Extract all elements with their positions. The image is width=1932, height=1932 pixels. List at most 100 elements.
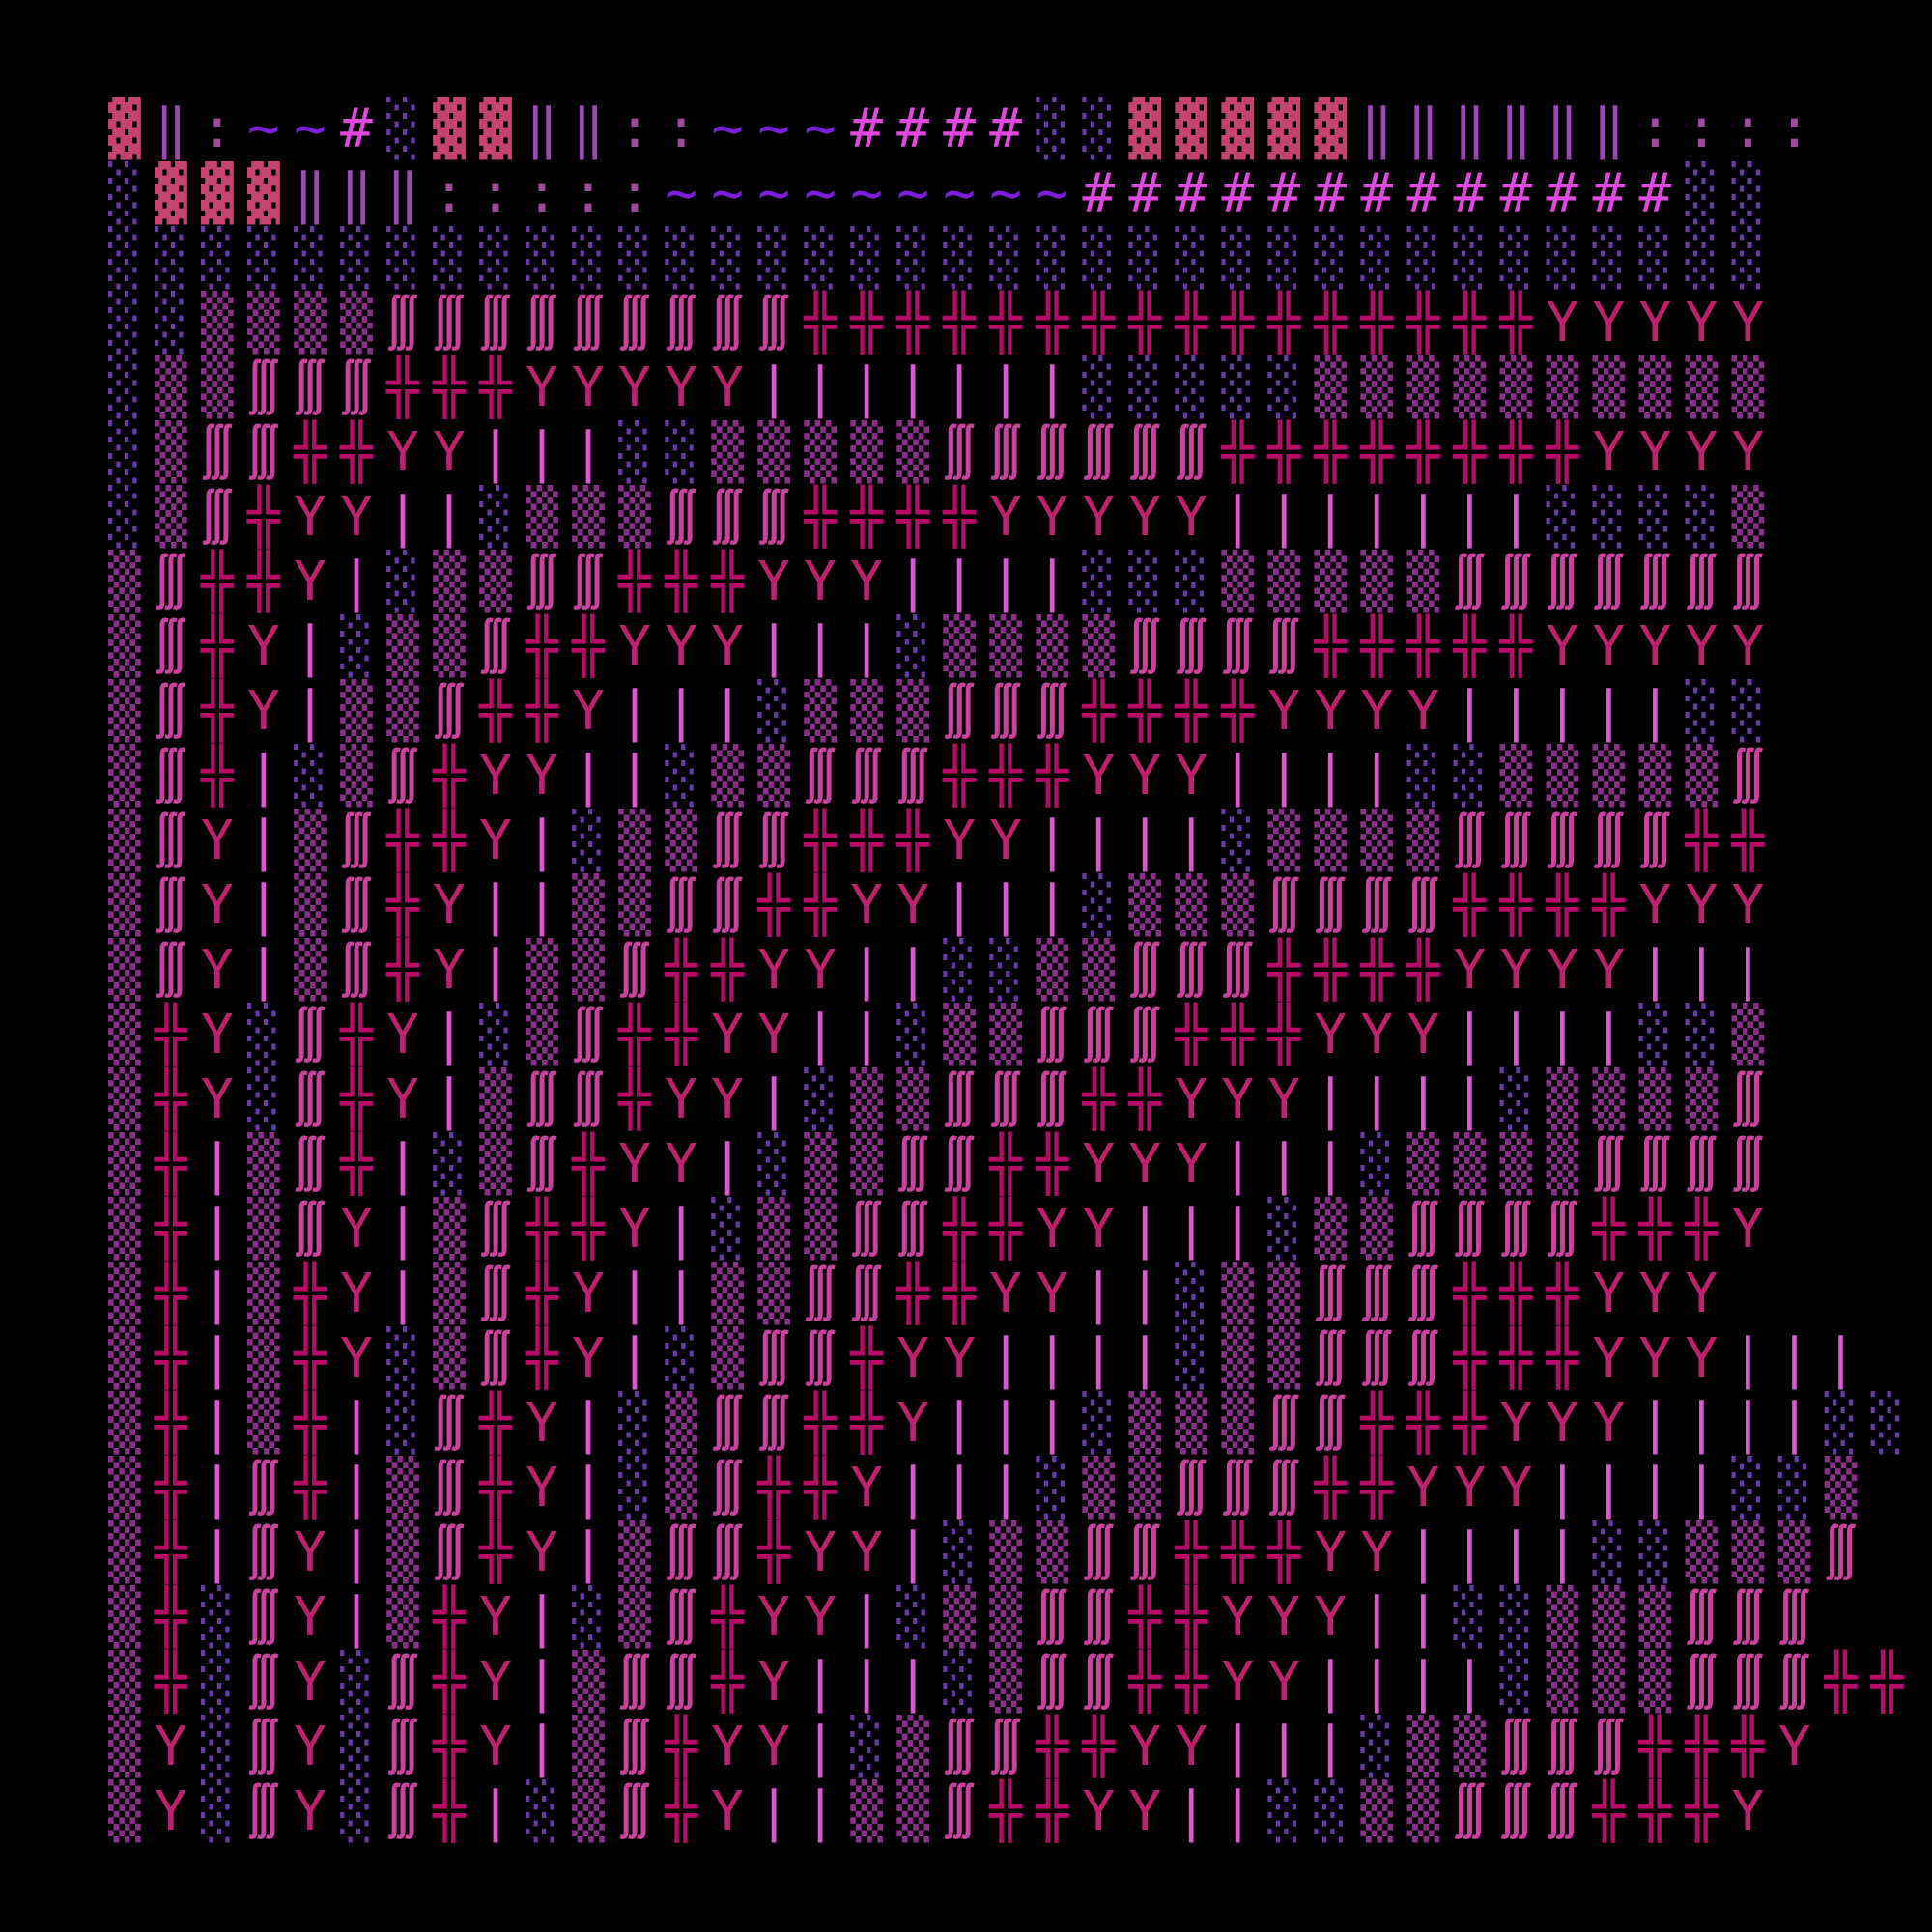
glyph-triple-integral: ∭ — [711, 292, 758, 355]
glyph-y-dot-above: Y — [340, 1263, 387, 1325]
glyph-dark-shade-block: ▓ — [1175, 98, 1222, 160]
glyph-box-double-cross: ╬ — [1685, 1780, 1732, 1843]
glyph-hash: # — [850, 98, 897, 160]
glyph-y-dot-above: Y — [1731, 874, 1778, 937]
glyph-medium-shade-block: ▒ — [989, 1004, 1037, 1066]
glyph-medium-shade-block: ▒ — [1592, 1586, 1639, 1649]
glyph-double-bar: ‖ — [1546, 98, 1593, 160]
glyph-y-dot-above: Y — [1175, 1133, 1222, 1196]
glyph-medium-shade-block: ▒ — [108, 680, 156, 743]
glyph-y-dot-above: Y — [711, 1780, 758, 1843]
glyph-pipe-pair: | — [1128, 1198, 1176, 1261]
glyph-medium-shade-block: ▒ — [155, 421, 202, 484]
glyph-triple-integral: ∭ — [1267, 874, 1315, 937]
glyph-pipe-pair: | — [526, 874, 573, 937]
glyph-light-shade-block: ░ — [665, 745, 712, 808]
glyph-light-shade-block: ░ — [433, 1133, 480, 1196]
glyph-box-double-cross: ╬ — [1499, 292, 1547, 355]
glyph-y-dot-above: Y — [433, 421, 480, 484]
glyph-y-dot-above: Y — [1036, 486, 1083, 549]
glyph-triple-integral: ∭ — [665, 874, 712, 937]
glyph-light-shade-block: ░ — [1638, 486, 1686, 549]
glyph-box-double-cross: ╬ — [294, 421, 341, 484]
glyph-medium-shade-block: ▒ — [618, 1521, 666, 1584]
glyph-light-shade-block: ░ — [618, 227, 666, 290]
glyph-pipe-pair: | — [572, 1521, 619, 1584]
glyph-triple-integral: ∭ — [618, 1651, 666, 1714]
glyph-medium-shade-block: ▒ — [1731, 356, 1778, 419]
glyph-box-double-cross: ╬ — [1314, 615, 1361, 678]
glyph-medium-shade-block: ▒ — [155, 486, 202, 549]
glyph-triple-integral: ∭ — [1638, 551, 1686, 613]
glyph-hash: # — [1499, 162, 1547, 225]
glyph-light-shade-block: ░ — [526, 1780, 573, 1843]
glyph-light-shade-block: ░ — [1824, 1392, 1871, 1455]
glyph-pipe-pair: | — [479, 1780, 526, 1843]
glyph-triple-integral: ∭ — [711, 810, 758, 872]
glyph-quote-tilde: ~ — [804, 98, 851, 160]
glyph-pipe-pair: | — [711, 680, 758, 743]
glyph-pipe-pair: | — [943, 874, 990, 937]
glyph-medium-shade-block: ▒ — [247, 1327, 295, 1390]
glyph-pipe-pair: | — [1221, 1780, 1268, 1843]
glyph-y-dot-above: Y — [1175, 1068, 1222, 1131]
glyph-medium-shade-block: ▒ — [155, 356, 202, 419]
glyph-box-double-cross: ╬ — [1128, 292, 1176, 355]
glyph-triple-integral: ∭ — [526, 1133, 573, 1196]
glyph-pipe-pair: | — [850, 1586, 897, 1649]
glyph-y-dot-above: Y — [1592, 1392, 1639, 1455]
glyph-medium-shade-block: ▒ — [108, 745, 156, 808]
glyph-light-shade-block: ░ — [943, 939, 990, 1002]
glyph-y-dot-above: Y — [850, 551, 897, 613]
glyph-medium-shade-block: ▒ — [850, 421, 897, 484]
glyph-two-dots: : — [479, 162, 526, 225]
glyph-box-double-cross: ╬ — [804, 874, 851, 937]
glyph-pipe-pair: | — [340, 1586, 387, 1649]
glyph-triple-integral: ∭ — [896, 1198, 944, 1261]
glyph-y-dot-above: Y — [1314, 680, 1361, 743]
glyph-y-dot-above: Y — [1638, 1263, 1686, 1325]
glyph-triple-integral: ∭ — [943, 1133, 990, 1196]
glyph-medium-shade-block: ▒ — [850, 1780, 897, 1843]
glyph-medium-shade-block: ▒ — [340, 292, 387, 355]
glyph-y-dot-above: Y — [1499, 1457, 1547, 1520]
glyph-two-dots: : — [618, 98, 666, 160]
glyph-triple-integral: ∭ — [1036, 1586, 1083, 1649]
glyph-two-dots: : — [665, 98, 712, 160]
glyph-medium-shade-block: ▒ — [711, 421, 758, 484]
glyph-box-double-cross: ╬ — [340, 1004, 387, 1066]
glyph-medium-shade-block: ▒ — [1499, 745, 1547, 808]
glyph-medium-shade-block: ▒ — [386, 680, 434, 743]
glyph-y-dot-above: Y — [386, 421, 434, 484]
glyph-pipe-pair: | — [1314, 1651, 1361, 1714]
glyph-box-double-cross: ╬ — [665, 1716, 712, 1778]
glyph-light-shade-block: ░ — [989, 227, 1037, 290]
glyph-pipe-pair: | — [572, 1457, 619, 1520]
glyph-triple-integral: ∭ — [1175, 421, 1222, 484]
glyph-box-double-cross: ╬ — [1453, 1263, 1500, 1325]
glyph-box-double-cross: ╬ — [201, 680, 248, 743]
glyph-triple-integral: ∭ — [1406, 1263, 1454, 1325]
glyph-y-dot-above: Y — [1036, 1263, 1083, 1325]
glyph-medium-shade-block: ▒ — [804, 680, 851, 743]
glyph-box-double-cross: ╬ — [1406, 421, 1454, 484]
glyph-triple-integral: ∭ — [711, 1392, 758, 1455]
glyph-triple-integral: ∭ — [433, 680, 480, 743]
glyph-pipe-pair: | — [1175, 1198, 1222, 1261]
glyph-triple-integral: ∭ — [1592, 810, 1639, 872]
glyph-medium-shade-block: ▒ — [1685, 1521, 1732, 1584]
glyph-pipe-pair: | — [850, 1651, 897, 1714]
glyph-medium-shade-block: ▒ — [386, 1521, 434, 1584]
glyph-light-shade-block: ░ — [1870, 1392, 1918, 1455]
glyph-y-dot-above: Y — [247, 615, 295, 678]
glyph-pipe-pair: | — [618, 1327, 666, 1390]
glyph-triple-integral: ∭ — [1546, 810, 1593, 872]
glyph-medium-shade-block: ▒ — [526, 939, 573, 1002]
glyph-pipe-pair: | — [1685, 1392, 1732, 1455]
glyph-triple-integral: ∭ — [1592, 1716, 1639, 1778]
glyph-triple-integral: ∭ — [1082, 1586, 1129, 1649]
glyph-triple-integral: ∭ — [943, 1716, 990, 1778]
glyph-triple-integral: ∭ — [1128, 421, 1176, 484]
glyph-y-dot-above: Y — [247, 680, 295, 743]
glyph-medium-shade-block: ▒ — [1360, 1780, 1407, 1843]
